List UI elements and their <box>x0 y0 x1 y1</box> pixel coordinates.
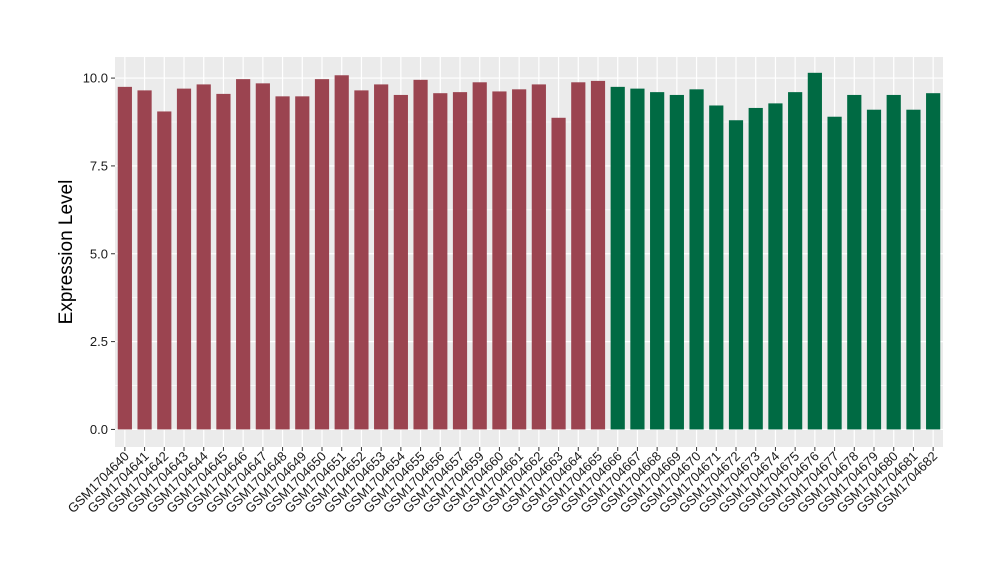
bar-GSM1704652 <box>354 90 369 430</box>
bar-GSM1704643 <box>176 88 192 430</box>
bar-GSM1704668 <box>650 92 665 430</box>
y-tick-label: 0.0 <box>90 422 108 437</box>
bars <box>117 72 941 430</box>
bar-GSM1704653 <box>374 84 389 430</box>
bar-GSM1704679 <box>866 109 882 430</box>
bar-GSM1704676 <box>807 72 822 430</box>
bar-GSM1704648 <box>275 96 290 430</box>
bar-GSM1704673 <box>748 107 763 430</box>
bar-GSM1704646 <box>236 79 251 430</box>
bar-GSM1704660 <box>492 91 507 430</box>
bar-GSM1704641 <box>137 90 152 430</box>
bar-GSM1704662 <box>531 84 546 430</box>
bar-GSM1704644 <box>196 84 211 430</box>
y-axis-title: Expression Level <box>56 180 77 325</box>
bar-GSM1704661 <box>512 89 527 430</box>
bar-GSM1704647 <box>255 83 270 430</box>
bar-GSM1704675 <box>788 92 803 430</box>
bar-GSM1704667 <box>630 88 645 430</box>
bar-GSM1704663 <box>551 117 566 430</box>
bar-GSM1704654 <box>393 94 408 430</box>
bar-GSM1704645 <box>216 93 231 430</box>
bar-GSM1704657 <box>452 92 468 430</box>
bar-GSM1704651 <box>334 75 349 430</box>
bar-GSM1704681 <box>906 109 921 430</box>
bar-GSM1704649 <box>295 96 310 430</box>
bar-GSM1704666 <box>610 86 625 430</box>
y-tick-label: 5.0 <box>90 246 108 261</box>
y-axis: 0.0 2.5 5.0 7.5 10.0 <box>83 71 115 437</box>
bar-GSM1704680 <box>886 94 901 430</box>
minor-gridlines <box>115 121 943 386</box>
x-axis: GSM1704640GSM1704641GSM1704642GSM1704643… <box>65 447 940 516</box>
bar-GSM1704677 <box>827 116 842 430</box>
bar-GSM1704678 <box>847 94 862 430</box>
bar-GSM1704650 <box>314 79 330 430</box>
bar-GSM1704659 <box>472 82 487 430</box>
bar-GSM1704642 <box>157 111 172 430</box>
y-tick-label: 7.5 <box>90 158 108 173</box>
bar-GSM1704672 <box>728 120 744 430</box>
bar-GSM1704670 <box>689 89 704 430</box>
bar-GSM1704671 <box>709 105 724 430</box>
bar-GSM1704664 <box>571 82 586 430</box>
bar-GSM1704656 <box>433 93 448 430</box>
y-tick-label: 10.0 <box>83 71 108 86</box>
bar-GSM1704674 <box>768 103 783 430</box>
bar-GSM1704682 <box>926 93 941 430</box>
bar-GSM1704669 <box>669 94 684 430</box>
bar-GSM1704665 <box>590 80 606 430</box>
bar-GSM1704655 <box>413 79 428 430</box>
bar-GSM1704640 <box>117 86 132 430</box>
y-tick-label: 2.5 <box>90 334 108 349</box>
